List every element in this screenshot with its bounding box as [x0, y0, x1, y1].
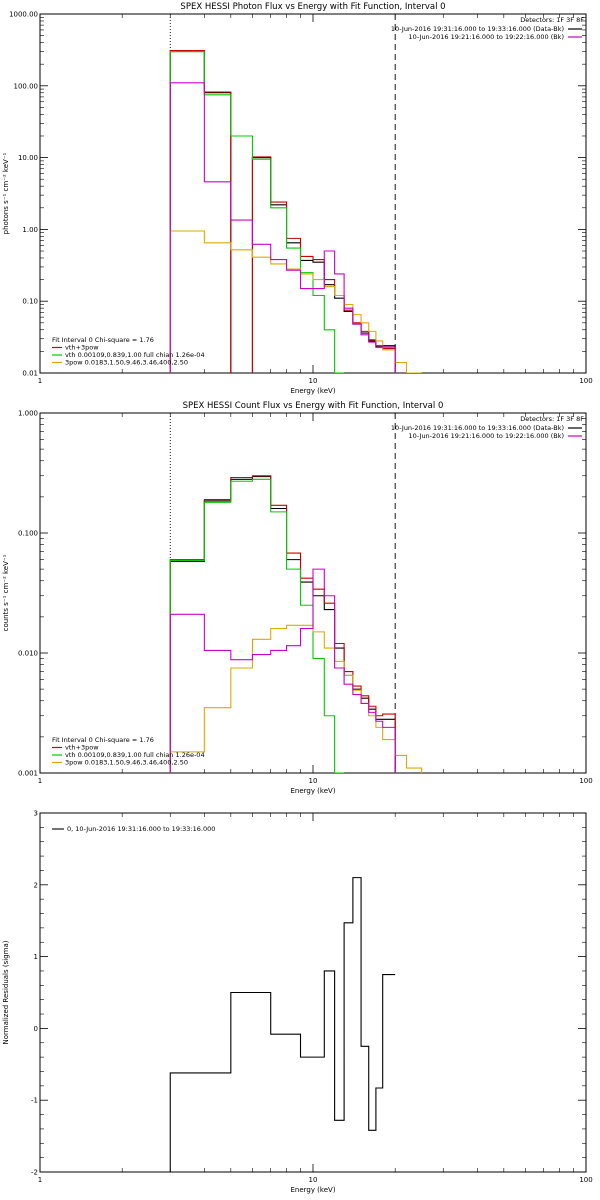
x-axis-label: Energy (keV): [290, 387, 335, 395]
y-tick-label: -1: [31, 1097, 38, 1105]
y-tick-label: 100.00: [14, 82, 39, 90]
chart-title: SPEX HESSI Photon Flux vs Energy with Fi…: [180, 2, 445, 12]
series-group: [169, 877, 396, 1172]
y-tick-label: 0.01: [22, 370, 38, 378]
series-group: [169, 475, 423, 773]
series-bk: [169, 568, 396, 773]
y-tick-label: 1.00: [22, 226, 38, 234]
y-tick-label: 2: [34, 881, 38, 889]
y-tick-label: -2: [31, 1169, 38, 1177]
legend-entry-label: 10-Jun-2016 19:21:16.000 to 19:22:16.000…: [409, 33, 564, 41]
chart-title: SPEX HESSI Count Flux vs Energy with Fit…: [183, 401, 444, 411]
detectors-label: Detectors: 1F 3F 8F: [520, 415, 584, 423]
y-axis-label: Normalized Residuals (sigma): [2, 940, 10, 1044]
y-tick-label: 0: [34, 1025, 38, 1033]
x-tick-label: 100: [579, 377, 592, 385]
x-axis-label: Energy (keV): [290, 787, 335, 795]
y-tick-label: 0.10: [22, 298, 38, 306]
y-tick-label: 0.001: [18, 770, 38, 778]
legend-label: 0, 10-Jun-2016 19:31:16.000 to 19:33:16.…: [67, 825, 215, 833]
x-tick-label: 100: [579, 1176, 592, 1184]
chart-2: 1 10 100 -2 -1 0 1 2 3 Energy (keV) Normalized Res…: [2, 810, 593, 1195]
chart-0: 1 10 100 0.01 0.10 1.00 10.00 100.00 1000.00 SPEX…: [2, 2, 593, 395]
fit-legend-label: 3pow 0.0183,1.50,9.46,3.46,400,2.50: [65, 359, 188, 367]
detectors-label: Detectors: 1F 3F 8F: [520, 16, 584, 24]
y-tick-label: 1: [34, 953, 38, 961]
y-tick-label: 1000.00: [9, 11, 38, 19]
legend-entry-label: 10-Jun-2016 19:31:16.000 to 19:33:16.000…: [391, 25, 564, 33]
x-tick-label: 10: [309, 777, 318, 785]
legend-entry-label: 10-Jun-2016 19:21:16.000 to 19:22:16.000…: [409, 432, 564, 440]
x-tick-label: 1: [38, 377, 42, 385]
fit-legend-label: vth+3pow: [65, 744, 99, 752]
legend-entry-label: 10-Jun-2016 19:31:16.000 to 19:33:16.000…: [391, 424, 564, 432]
y-axis-label: counts s⁻¹ cm⁻² keV⁻¹: [2, 554, 10, 631]
y-tick-label: 0.100: [18, 530, 38, 538]
series-bk: [169, 82, 396, 373]
x-axis-label: Energy (keV): [290, 1186, 335, 1194]
y-tick-label: 1.000: [18, 410, 38, 418]
x-tick-label: 10: [309, 377, 318, 385]
x-tick-label: 1: [38, 1176, 42, 1184]
fit-legend-label: vth 0.00109,0.839,1.00 full chian 1.26e-…: [65, 351, 205, 359]
series-3pow: [169, 624, 423, 773]
series-3pow: [169, 230, 422, 373]
series-residuals: [169, 877, 396, 1172]
fit-legend-label: vth 0.00109,0.839,1.00 full chian 1.26e-…: [65, 751, 205, 759]
fit-legend-header: Fit Interval 0 Chi-square = 1.76: [52, 736, 154, 744]
chart-1: 1 10 100 0.001 0.010 0.100 1.000 SPEX HESSI Cou…: [2, 401, 593, 795]
fit-legend-label: vth+3pow: [65, 344, 99, 352]
series-vth: [169, 478, 345, 773]
series-vth: [169, 50, 345, 373]
plot-frame: [39, 13, 587, 374]
fit-legend-header: Fit Interval 0 Chi-square = 1.76: [52, 336, 154, 344]
fit-legend-label: 3pow 0.0183,1.50,9.46,3.46,400,2.50: [65, 759, 188, 767]
y-tick-label: 3: [34, 810, 38, 818]
x-tick-label: 100: [579, 777, 592, 785]
x-tick-label: 1: [38, 777, 42, 785]
series-group: [169, 49, 422, 373]
y-tick-label: 0.010: [18, 650, 38, 658]
x-tick-label: 10: [309, 1176, 318, 1184]
plot-frame: [39, 812, 587, 1173]
y-axis-label: photons s⁻¹ cm⁻² keV⁻¹: [2, 152, 10, 234]
y-tick-label: 10.00: [18, 154, 38, 162]
